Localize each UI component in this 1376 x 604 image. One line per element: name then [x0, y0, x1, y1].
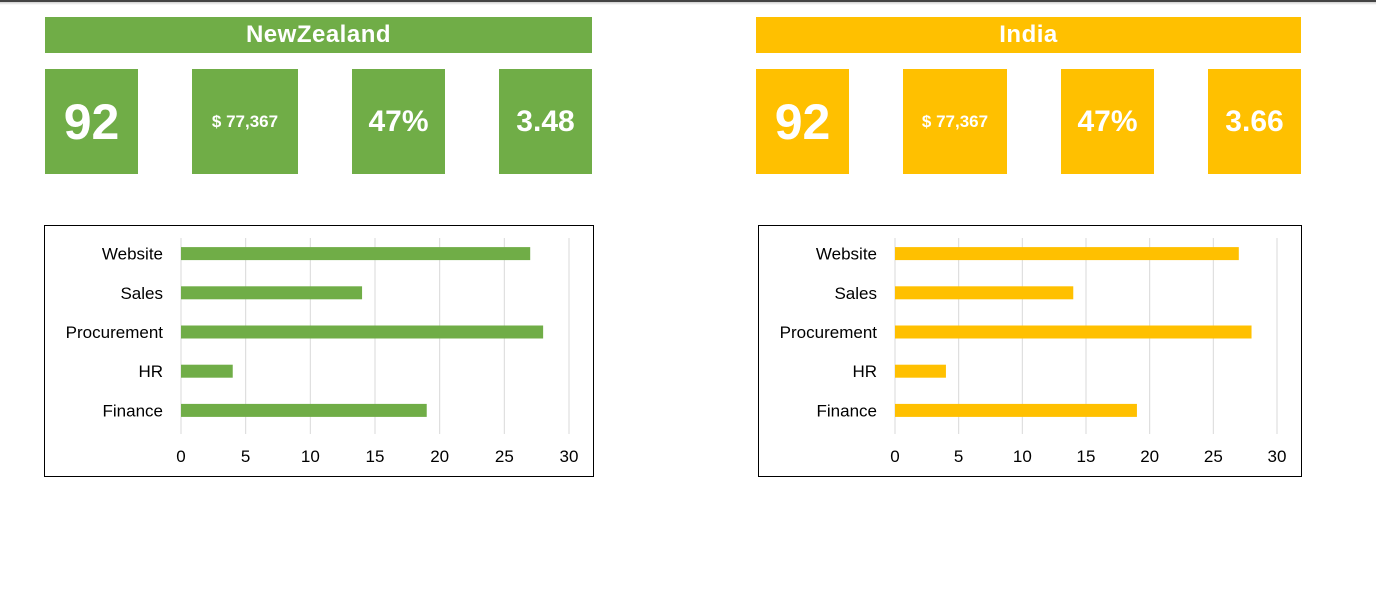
panel-india: India 92 $ 77,367 47% 3.66 0 5 10 15 20 25 30 W… — [756, 0, 1316, 480]
x-tick-label: 30 — [560, 447, 579, 466]
x-tick-label: 10 — [301, 447, 320, 466]
panel-newzealand: NewZealand 92 $ 77,367 47% 3.48 0 5 10 15 20… — [44, 0, 604, 480]
x-tick-label: 30 — [1268, 447, 1287, 466]
kpi-count-tile: 92 — [45, 69, 138, 174]
x-tick-label: 0 — [890, 447, 899, 466]
kpi-score-tile: 3.48 — [499, 69, 592, 174]
kpi-score-tile: 3.66 — [1208, 69, 1301, 174]
category-label: HR — [138, 362, 163, 381]
x-tick-label: 20 — [1140, 447, 1159, 466]
x-tick-label: 20 — [430, 447, 449, 466]
bar-hr — [181, 364, 233, 378]
category-label: Sales — [834, 284, 877, 303]
department-bar-chart: 0 5 10 15 20 25 30 Website Sales Procurement HR Fin… — [758, 225, 1302, 477]
window-top-border — [0, 0, 1376, 2]
panel-title: NewZealand — [45, 17, 592, 53]
kpi-money-tile: $ 77,367 — [192, 69, 298, 174]
x-tick-label: 15 — [1077, 447, 1096, 466]
category-label: Sales — [120, 284, 163, 303]
x-tick-label: 5 — [954, 447, 963, 466]
x-tick-label: 15 — [366, 447, 385, 466]
kpi-percent-tile: 47% — [1061, 69, 1154, 174]
bar-sales — [895, 286, 1074, 300]
x-tick-label: 0 — [176, 447, 185, 466]
x-tick-label: 25 — [495, 447, 514, 466]
bar-hr — [895, 364, 946, 378]
x-tick-label: 5 — [241, 447, 250, 466]
chart-svg: 0 5 10 15 20 25 30 Website Sales Procurement HR Fin… — [780, 238, 1287, 466]
bar-website — [895, 247, 1239, 261]
bar-sales — [181, 286, 363, 300]
kpi-money-tile: $ 77,367 — [903, 69, 1007, 174]
bar-finance — [181, 403, 427, 417]
window-top-shadow — [0, 2, 1376, 5]
kpi-count-tile: 92 — [756, 69, 849, 174]
category-label: Website — [102, 245, 163, 264]
kpi-percent-tile: 47% — [352, 69, 445, 174]
bar-procurement — [181, 325, 544, 339]
x-tick-label: 10 — [1013, 447, 1032, 466]
panel-title: India — [756, 17, 1301, 53]
bar-finance — [895, 403, 1137, 417]
category-label: Procurement — [780, 323, 878, 342]
category-label: HR — [852, 362, 877, 381]
category-label: Finance — [817, 401, 877, 420]
bar-procurement — [895, 325, 1252, 339]
department-bar-chart: 0 5 10 15 20 25 30 Website Sales Procurement HR Fin… — [44, 225, 594, 477]
bar-website — [181, 247, 531, 261]
chart-svg: 0 5 10 15 20 25 30 Website Sales Procurement HR Fin… — [66, 238, 579, 466]
category-label: Procurement — [66, 323, 164, 342]
category-label: Website — [816, 245, 877, 264]
x-tick-label: 25 — [1204, 447, 1223, 466]
category-label: Finance — [103, 401, 163, 420]
